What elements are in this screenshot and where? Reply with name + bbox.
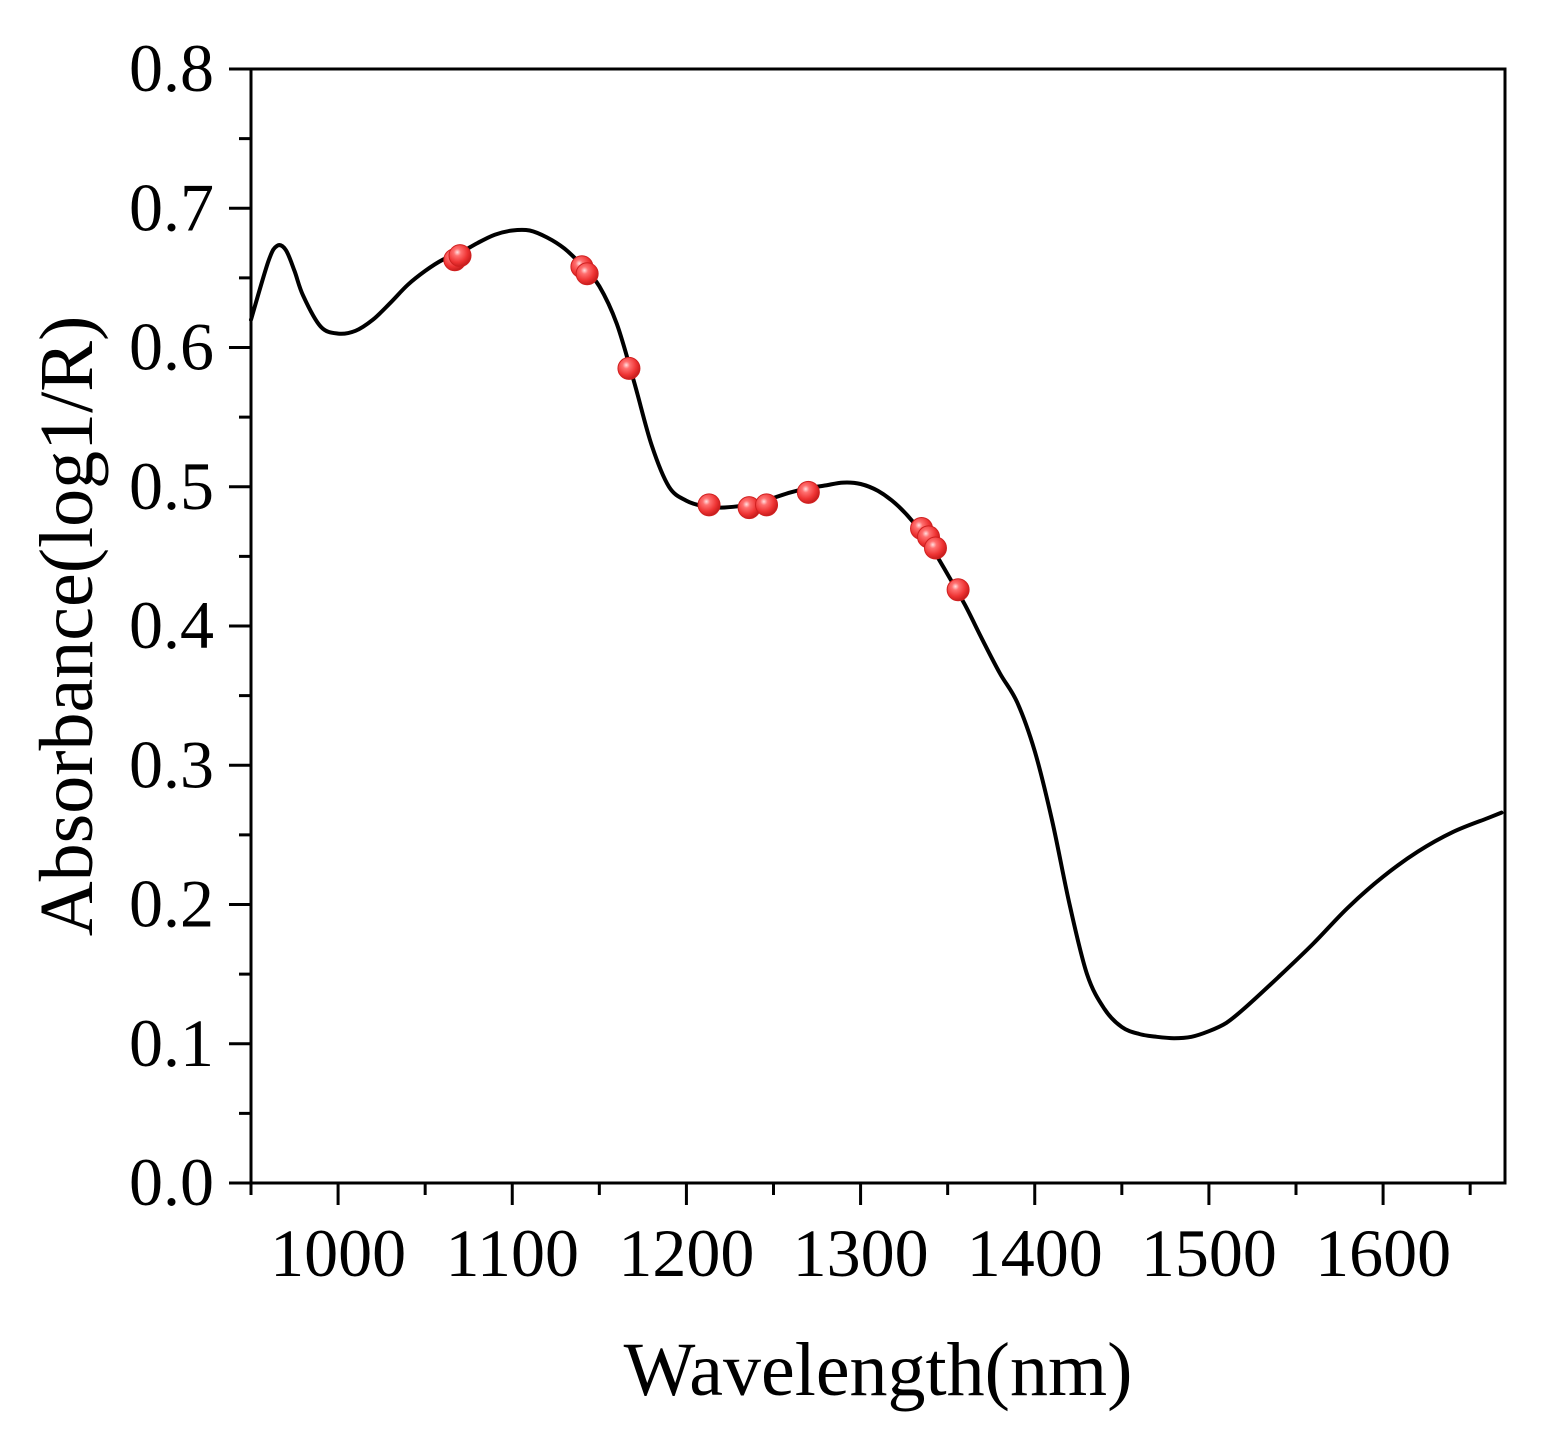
y-tick-label: 0.8 — [129, 30, 214, 106]
y-tick-label: 0.3 — [129, 726, 214, 802]
y-tick-label: 0.6 — [129, 309, 214, 385]
plot-frame — [249, 67, 1507, 1185]
x-tick-label: 1400 — [967, 1215, 1103, 1291]
selected-point — [697, 493, 721, 517]
y-tick-label: 0.2 — [129, 866, 214, 942]
x-tick-label: 1200 — [618, 1215, 754, 1291]
x-tick-label: 1500 — [1141, 1215, 1277, 1291]
selected-point — [946, 578, 970, 602]
selected-point — [755, 493, 779, 517]
y-tick-label: 0.7 — [129, 169, 214, 245]
y-axis: 0.0 0.1 0.2 0.3 0.4 0.5 0.6 0.7 0.8 — [129, 30, 251, 1220]
y-tick-label: 0.1 — [129, 1005, 214, 1081]
selected-points — [443, 244, 970, 602]
selected-point — [923, 536, 947, 560]
x-tick-label: 1300 — [793, 1215, 929, 1291]
selected-point — [575, 262, 599, 286]
y-axis-title: Absorbance(log1/R) — [25, 316, 109, 937]
y-tick-label: 0.5 — [129, 448, 214, 524]
selected-point — [617, 356, 641, 380]
selected-point — [448, 244, 472, 268]
x-tick-label: 1000 — [270, 1215, 406, 1291]
x-tick-label: 1600 — [1315, 1215, 1451, 1291]
spectrum-line — [249, 227, 1504, 1041]
x-axis-title: Wavelength(nm) — [624, 1328, 1133, 1412]
x-axis: 1000 1100 1200 1300 1400 1500 1600 — [249, 1183, 1472, 1291]
x-tick-label: 1100 — [446, 1215, 579, 1291]
y-tick-label: 0.0 — [129, 1144, 214, 1220]
selected-point — [796, 480, 820, 504]
y-tick-label: 0.4 — [129, 587, 214, 663]
